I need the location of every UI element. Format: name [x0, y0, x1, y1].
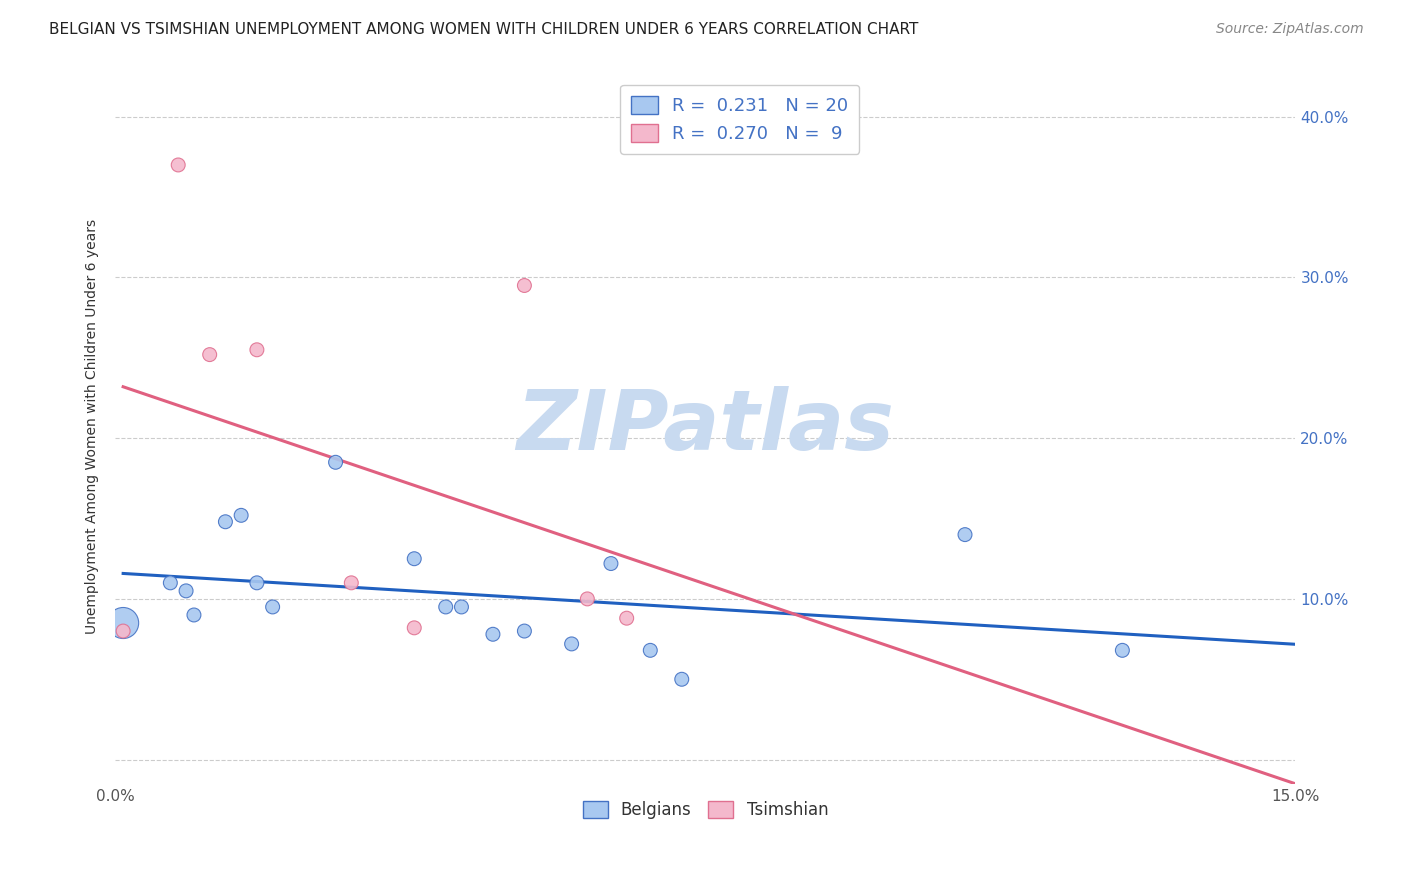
Point	[183, 607, 205, 622]
Point	[325, 455, 347, 469]
Point	[404, 551, 426, 566]
Point	[167, 158, 190, 172]
Point	[174, 583, 197, 598]
Point	[640, 643, 662, 657]
Point	[214, 515, 236, 529]
Point	[246, 343, 269, 357]
Point	[246, 575, 269, 590]
Point	[340, 575, 363, 590]
Point	[576, 591, 599, 606]
Point	[600, 557, 623, 571]
Point	[561, 637, 583, 651]
Point	[434, 599, 457, 614]
Text: ZIPatlas: ZIPatlas	[516, 385, 894, 467]
Point	[482, 627, 505, 641]
Point	[513, 278, 536, 293]
Point	[231, 508, 253, 523]
Point	[671, 673, 693, 687]
Point	[262, 599, 284, 614]
Point	[112, 624, 135, 638]
Point	[616, 611, 638, 625]
Point	[112, 615, 135, 630]
Point	[513, 624, 536, 638]
Point	[159, 575, 181, 590]
Point	[1111, 643, 1133, 657]
Point	[198, 348, 221, 362]
Point	[953, 527, 976, 541]
Y-axis label: Unemployment Among Women with Children Under 6 years: Unemployment Among Women with Children U…	[86, 219, 100, 633]
Legend: Belgians, Tsimshian: Belgians, Tsimshian	[576, 794, 835, 825]
Point	[404, 621, 426, 635]
Point	[450, 599, 472, 614]
Text: Source: ZipAtlas.com: Source: ZipAtlas.com	[1216, 22, 1364, 37]
Text: BELGIAN VS TSIMSHIAN UNEMPLOYMENT AMONG WOMEN WITH CHILDREN UNDER 6 YEARS CORREL: BELGIAN VS TSIMSHIAN UNEMPLOYMENT AMONG …	[49, 22, 918, 37]
